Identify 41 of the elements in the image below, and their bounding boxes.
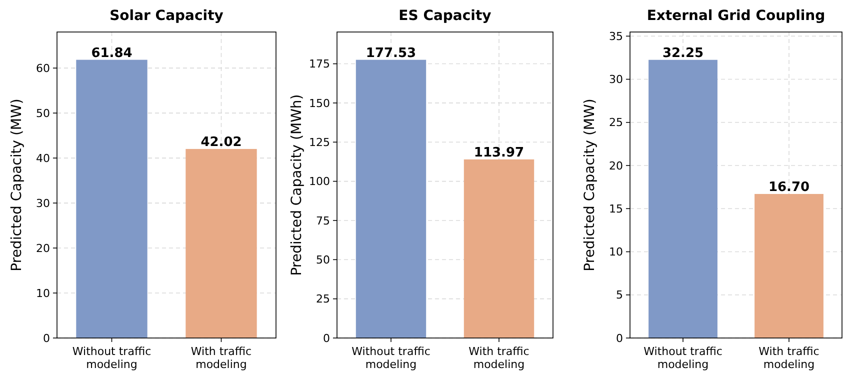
y-tick-label: 10 bbox=[609, 246, 623, 259]
x-tick-label: With traffic modeling bbox=[190, 345, 252, 371]
y-axis-title: Predicted Capacity (MWh) bbox=[289, 94, 305, 276]
y-tick-label: 0 bbox=[323, 332, 330, 345]
y-tick-label: 50 bbox=[316, 254, 330, 266]
y-tick-label: 5 bbox=[616, 288, 623, 302]
y-tick-label: 25 bbox=[316, 292, 330, 306]
x-tick-label: Without traffic modeling bbox=[644, 345, 722, 371]
data-label: 177.53 bbox=[366, 46, 416, 61]
y-axis-title: Predicted Capacity (MW) bbox=[582, 98, 598, 272]
x-tick-label: With traffic modeling bbox=[758, 345, 820, 371]
data-label: 16.70 bbox=[768, 180, 810, 195]
y-tick-label: 0 bbox=[616, 332, 623, 345]
chart-title: External Grid Coupling bbox=[646, 8, 826, 24]
y-tick-label: 175 bbox=[309, 58, 330, 71]
y-tick-label: 25 bbox=[609, 116, 623, 130]
y-tick-label: 75 bbox=[316, 214, 330, 228]
y-tick-label: 20 bbox=[609, 159, 623, 172]
y-tick-label: 150 bbox=[309, 96, 330, 110]
y-tick-label: 40 bbox=[36, 152, 50, 165]
y-tick-label: 30 bbox=[36, 196, 50, 210]
y-tick-label: 125 bbox=[309, 136, 330, 149]
x-tick-label: With traffic modeling bbox=[468, 345, 530, 371]
y-tick-label: 0 bbox=[43, 332, 50, 345]
data-label: 42.02 bbox=[200, 134, 242, 150]
y-tick-label: 15 bbox=[609, 202, 623, 216]
chart-title: ES Capacity bbox=[398, 8, 492, 24]
data-label: 113.97 bbox=[474, 145, 524, 160]
y-axis-title: Predicted Capacity (MW) bbox=[9, 98, 25, 272]
data-label: 61.84 bbox=[91, 46, 132, 61]
chart-title: Solar Capacity bbox=[110, 8, 224, 24]
y-tick-label: 30 bbox=[609, 73, 623, 86]
y-tick-label: 10 bbox=[36, 286, 50, 300]
y-tick-label: 50 bbox=[36, 106, 50, 120]
y-tick-label: 60 bbox=[36, 62, 50, 75]
x-tick-label: Without traffic modeling bbox=[352, 345, 430, 371]
y-tick-label: 35 bbox=[609, 30, 623, 43]
y-tick-label: 20 bbox=[36, 242, 50, 255]
data-label: 32.25 bbox=[662, 46, 704, 61]
x-tick-label: Without traffic modeling bbox=[72, 345, 152, 371]
y-tick-label: 100 bbox=[309, 175, 330, 188]
